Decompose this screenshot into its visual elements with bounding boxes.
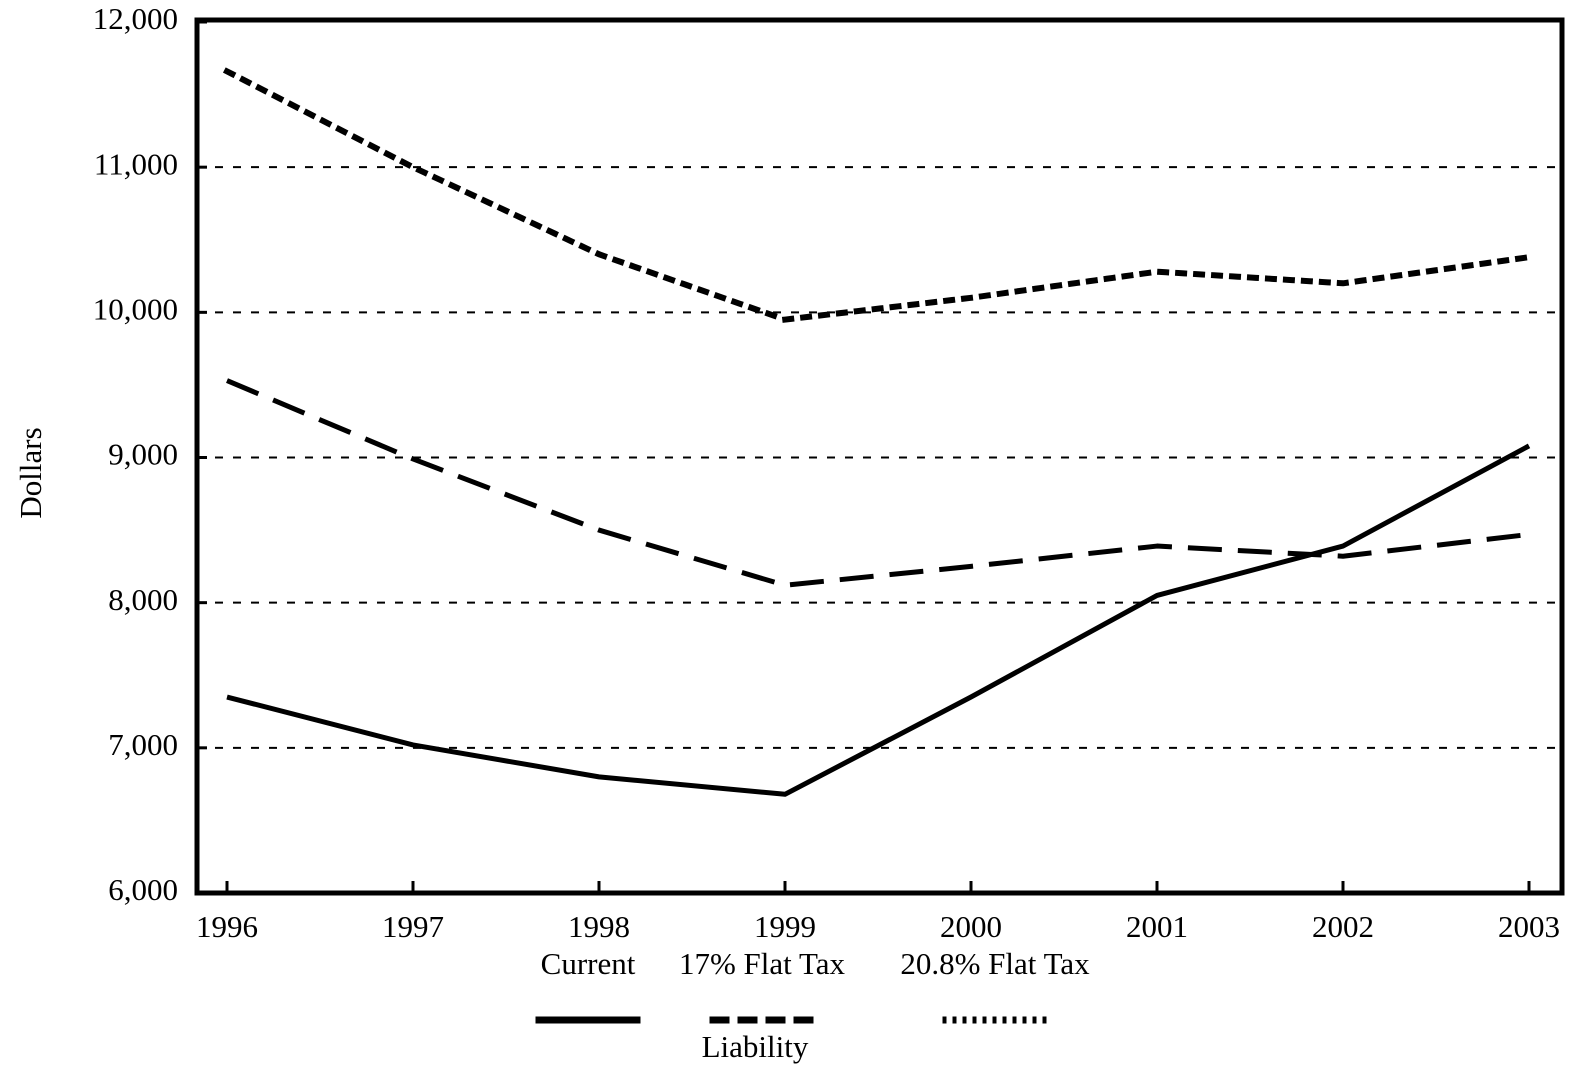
y-tick-label: 9,000 [108, 437, 178, 472]
series-line [226, 443, 1531, 797]
y-tick-label: 10,000 [93, 291, 178, 326]
y-tick-label: 12,000 [93, 1, 178, 36]
y-tick-label: 8,000 [108, 582, 178, 617]
x-tick-label: 2002 [1312, 909, 1374, 944]
x-tick-label: 1996 [196, 909, 258, 944]
series-line [222, 67, 1533, 323]
x-tick-label: 1998 [568, 909, 630, 944]
x-tick-label: 2003 [1498, 909, 1560, 944]
legend-label: 17% Flat Tax [679, 946, 846, 981]
y-tick-label: 7,000 [108, 727, 178, 762]
legend-label: 20.8% Flat Tax [900, 946, 1090, 981]
legend-title: Liability [702, 1029, 809, 1064]
y-axis-label: Dollars [13, 427, 48, 518]
x-tick-label: 1999 [754, 909, 816, 944]
y-tick-label: 11,000 [94, 146, 178, 181]
y-tick-label: 6,000 [108, 872, 178, 907]
x-tick-label: 2001 [1126, 909, 1188, 944]
plot-frame [194, 17, 1565, 896]
series-line [226, 378, 1530, 588]
legend-label: Current [541, 946, 636, 981]
x-tick-label: 2000 [940, 909, 1002, 944]
x-tick-label: 1997 [382, 909, 444, 944]
